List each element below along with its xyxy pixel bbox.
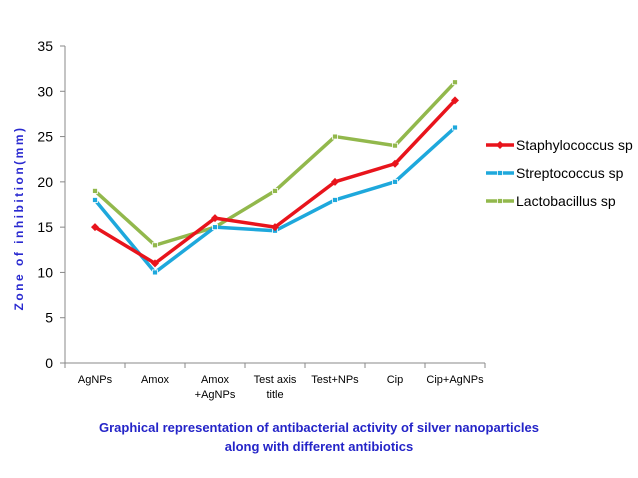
data-point <box>271 223 279 232</box>
y-tick-label: 35 <box>37 38 53 54</box>
x-tick-label: Amox +AgNPs <box>195 374 236 401</box>
x-tick-label: Test+NPs <box>311 374 359 386</box>
x-tick-label-line: Cip+AgNPs <box>426 374 484 386</box>
data-point <box>212 224 218 231</box>
x-tick-label-line: Cip <box>387 374 404 386</box>
data-point <box>331 177 339 186</box>
x-axis-ticks: AgNPs Amox Amox +AgNPs Test axis title Test+NP… <box>64 363 486 401</box>
data-point <box>272 188 278 194</box>
x-tick-label-line: AgNPs <box>78 374 113 386</box>
chart-legend: Staphylococcus sp Streptococcus sp Lactoba… <box>486 137 633 209</box>
data-point <box>211 214 219 223</box>
y-tick-label: 25 <box>37 129 53 145</box>
data-point <box>332 197 338 203</box>
x-tick-label-line: +AgNPs <box>195 389 236 401</box>
x-tick-label-line: Amox <box>141 374 170 386</box>
legend-label: Staphylococcus sp <box>516 137 633 153</box>
data-point <box>391 159 399 168</box>
data-point <box>452 79 458 86</box>
data-point <box>451 96 459 105</box>
y-tick-label: 10 <box>37 264 53 280</box>
legend-item: Lactobacillus sp <box>486 193 616 209</box>
chart-series <box>91 79 459 276</box>
x-tick-label: Cip <box>387 374 404 386</box>
x-tick-label: Cip+AgNPs <box>426 374 484 386</box>
series-line <box>93 81 457 248</box>
figure-caption: Graphical representation of antibacteria… <box>0 418 638 456</box>
caption-line-1: Graphical representation of antibacteria… <box>99 420 539 435</box>
series-lactobacillus-sp <box>92 79 458 249</box>
legend-item: Streptococcus sp <box>486 165 624 181</box>
x-tick-label-line: Test+NPs <box>311 374 359 386</box>
series-staphylococcus-sp <box>91 96 459 268</box>
legend-label: Streptococcus sp <box>516 165 624 181</box>
line-chart: 0 5 10 15 20 25 30 35 AgNPs Amox Amox +AgNPs Test a… <box>12 38 633 401</box>
legend-item: Staphylococcus sp <box>486 137 633 153</box>
legend-marker <box>496 141 504 149</box>
data-point <box>151 259 159 268</box>
x-tick-label-line: Amox <box>201 374 230 386</box>
data-point <box>91 223 99 232</box>
x-tick-label-line: title <box>266 389 283 401</box>
y-tick-label: 5 <box>45 310 53 326</box>
data-point <box>452 124 458 131</box>
legend-marker <box>497 198 503 204</box>
y-axis-label: Zone of inhibition(mm) <box>12 126 26 311</box>
data-point <box>392 178 398 185</box>
data-point <box>392 142 398 149</box>
x-tick-label-line: Test axis <box>254 374 297 386</box>
series-line <box>93 126 457 275</box>
chart-axes <box>64 46 485 364</box>
legend-label: Lactobacillus sp <box>516 193 616 209</box>
y-axis-ticks: 0 5 10 15 20 25 30 35 <box>37 38 65 371</box>
legend-marker <box>497 170 503 176</box>
y-tick-label: 0 <box>45 355 53 371</box>
data-point <box>92 188 98 194</box>
x-tick-label: AgNPs <box>78 374 113 386</box>
y-tick-label: 20 <box>37 174 53 190</box>
x-tick-label: Amox <box>141 374 170 386</box>
y-tick-label: 30 <box>37 83 53 99</box>
series-streptococcus-sp <box>92 124 458 276</box>
data-point <box>152 269 158 276</box>
y-tick-label: 15 <box>37 219 53 235</box>
data-point <box>332 133 338 140</box>
data-point <box>152 242 158 249</box>
caption-line-2: along with different antibiotics <box>224 439 414 454</box>
data-point <box>92 197 98 203</box>
x-tick-label: Test axis title <box>254 374 297 401</box>
